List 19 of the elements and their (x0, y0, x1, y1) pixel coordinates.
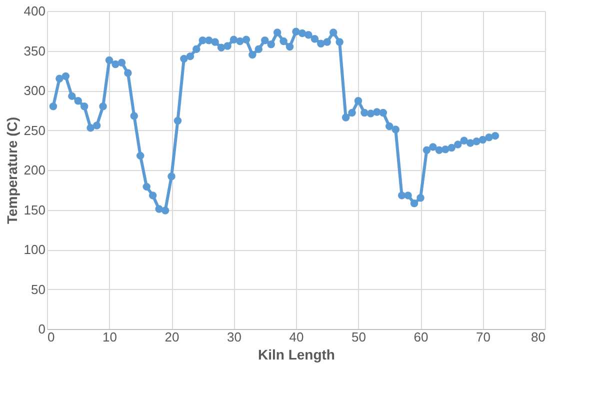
x-tick-label: 60 (414, 330, 428, 344)
x-tick-label: 40 (289, 330, 304, 344)
x-tick-label: 30 (227, 330, 242, 344)
x-tick-label: 10 (102, 330, 117, 344)
y-tick-label: 250 (24, 122, 46, 138)
y-tick-label: 100 (24, 242, 46, 257)
x-axis-title: Kiln Length (258, 346, 335, 362)
x-tick-label: 70 (476, 330, 490, 344)
y-tick-label: 150 (24, 202, 46, 218)
y-tick-label: 400 (24, 4, 46, 18)
y-tick-label: 300 (24, 83, 46, 98)
x-tick-label: 80 (531, 330, 546, 344)
y-tick-label: 200 (24, 162, 46, 178)
y-tick-label: 50 (31, 282, 46, 297)
y-axis-title: Temperature (C) (4, 116, 20, 224)
x-tick-label: 0 (48, 330, 55, 344)
y-tick-label: 350 (24, 43, 46, 58)
x-tick-label: 20 (164, 330, 180, 344)
x-tick-label: 50 (352, 330, 366, 344)
